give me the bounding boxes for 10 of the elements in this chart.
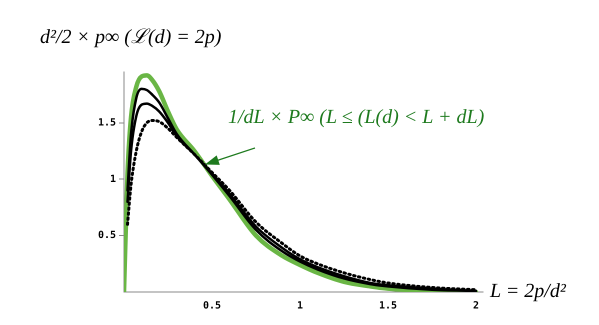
x-axis-title: L = 2p/d² <box>490 280 566 303</box>
y-axis-title: d²/2 × p∞ (ℒ(d) = 2p) <box>40 25 222 49</box>
annotation: 1/dL × P∞ (L ≤ (L(d) < L + dL) <box>228 106 484 129</box>
x-tick-label: 0.5 <box>202 300 222 312</box>
y-tick-label: 0.5 <box>98 230 116 242</box>
y-tick-label: 1.5 <box>98 117 116 128</box>
x-tick-label: 1 <box>296 300 303 312</box>
x-tick-label: 1.5 <box>378 300 397 312</box>
y-tick-label: 1 <box>110 174 116 185</box>
x-tick-label: 2 <box>472 300 479 312</box>
